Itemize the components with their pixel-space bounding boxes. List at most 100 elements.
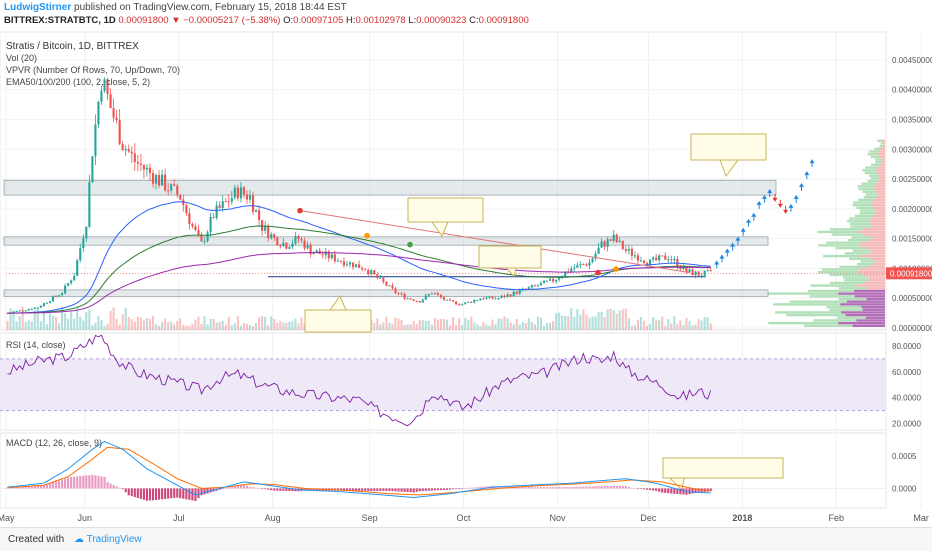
candle-body xyxy=(694,271,697,276)
vpvr-up-bar xyxy=(877,139,882,143)
projection-arrow-head xyxy=(740,227,746,232)
vpvr-down-bar xyxy=(862,308,885,311)
volume-bar xyxy=(448,325,452,330)
macd-histogram-bar xyxy=(382,488,385,491)
macd-histogram-bar xyxy=(239,485,242,489)
volume-bar xyxy=(506,318,509,330)
vpvr-up-bar xyxy=(874,158,881,161)
candle-body xyxy=(442,297,446,300)
macd-histogram-bar xyxy=(439,488,443,491)
candle-body xyxy=(597,247,600,254)
vpvr-up-bar xyxy=(809,295,855,298)
volume-bar xyxy=(24,322,27,330)
vpvr-down-bar xyxy=(878,153,885,156)
macd-histogram-bar xyxy=(61,479,64,489)
candle-body xyxy=(88,182,91,227)
candle-body xyxy=(476,299,479,301)
candle-body xyxy=(173,184,176,186)
candle-body xyxy=(18,310,21,312)
candle-body xyxy=(42,303,45,306)
macd-histogram-bar xyxy=(73,476,76,489)
candle-body xyxy=(448,299,452,301)
rsi-tick-label: 60.0000 xyxy=(892,368,921,377)
volume-bar xyxy=(603,316,606,330)
candle-body xyxy=(221,201,224,209)
volume-bar xyxy=(264,316,267,330)
candle-body xyxy=(670,259,673,261)
macd-histogram-bar xyxy=(97,475,100,489)
vpvr-up-bar xyxy=(870,163,880,167)
candle-body xyxy=(673,258,676,261)
created-with-label: Created with xyxy=(8,534,65,545)
volume-bar xyxy=(609,308,612,330)
volume-bar xyxy=(151,316,155,330)
price-tick-label: 0.00400000 xyxy=(892,86,932,95)
vpvr-down-bar xyxy=(862,281,885,285)
macd-histogram-bar xyxy=(39,485,42,489)
volume-bar xyxy=(209,318,212,330)
vpvr-up-bar xyxy=(867,179,878,183)
candle-body xyxy=(458,304,461,306)
macd-histogram-bar xyxy=(294,488,297,492)
close-label: C: xyxy=(469,15,479,26)
vpvr-down-bar xyxy=(865,246,885,250)
volume-bar xyxy=(488,325,491,330)
vpvr-up-bar xyxy=(860,260,876,263)
vpvr-up-bar xyxy=(865,193,878,196)
callout-red xyxy=(304,294,372,333)
volume-bar xyxy=(242,322,245,330)
volume-bar xyxy=(279,320,282,330)
vpvr-up-bar xyxy=(829,273,863,277)
macd-histogram-bar xyxy=(312,488,315,491)
macd-histogram-bar xyxy=(527,486,530,489)
candle-body xyxy=(342,261,346,266)
vpvr-down-bar xyxy=(841,311,885,314)
macd-histogram-bar xyxy=(276,488,279,491)
vpvr-up-bar xyxy=(826,305,862,309)
macd-histogram-bar xyxy=(106,482,109,489)
chart-area[interactable]: MayJunJulAugSepOctNovDec2018FebMarAprMay… xyxy=(0,28,932,528)
candle-body xyxy=(54,296,58,298)
candle-body xyxy=(464,302,467,305)
publish-line: LudwigStirner published on TradingView.c… xyxy=(4,2,347,13)
volume-bar xyxy=(285,322,288,330)
candle-body xyxy=(67,283,70,286)
macd-histogram-bar xyxy=(261,488,264,490)
vpvr-down-bar xyxy=(877,166,885,169)
candle-body xyxy=(624,249,627,251)
volume-bar xyxy=(549,322,552,330)
macd-histogram-bar xyxy=(612,485,615,489)
macd-histogram-bar xyxy=(76,476,79,489)
macd-histogram-bar xyxy=(388,488,391,491)
macd-histogram-bar xyxy=(561,487,564,489)
candle-body xyxy=(127,149,130,152)
candle-body xyxy=(615,234,618,243)
macd-signal-line xyxy=(7,446,711,496)
vpvr-up-bar xyxy=(870,177,880,180)
author-link[interactable]: LudwigStirner xyxy=(4,2,72,13)
callout-red xyxy=(407,197,484,238)
macd-histogram-bar xyxy=(564,487,567,489)
candle-body xyxy=(206,232,209,242)
macd-histogram-bar xyxy=(649,488,652,491)
candle-body xyxy=(367,270,370,275)
macd-histogram-bar xyxy=(45,484,48,489)
candle-body xyxy=(403,293,406,299)
candle-body xyxy=(303,240,306,249)
candle-body xyxy=(312,252,315,255)
volume-bar xyxy=(376,318,379,330)
tradingview-logo[interactable]: ☁ TradingView xyxy=(74,534,142,545)
volume-bar xyxy=(173,324,176,330)
vpvr-up-bar xyxy=(844,279,869,282)
low-label: L: xyxy=(408,15,417,26)
macd-histogram-bar xyxy=(273,488,276,491)
cross-marker xyxy=(595,269,601,276)
volume-bar xyxy=(412,321,415,330)
macd-histogram-bar xyxy=(652,488,655,491)
vpvr-down-bar xyxy=(875,260,885,263)
vpvr-up-bar xyxy=(852,203,873,207)
vpvr-up-bar xyxy=(831,233,864,236)
vpvr-down-bar xyxy=(870,257,885,260)
open-value: 0.00097105 xyxy=(293,15,344,26)
macd-histogram-bar xyxy=(533,487,536,489)
